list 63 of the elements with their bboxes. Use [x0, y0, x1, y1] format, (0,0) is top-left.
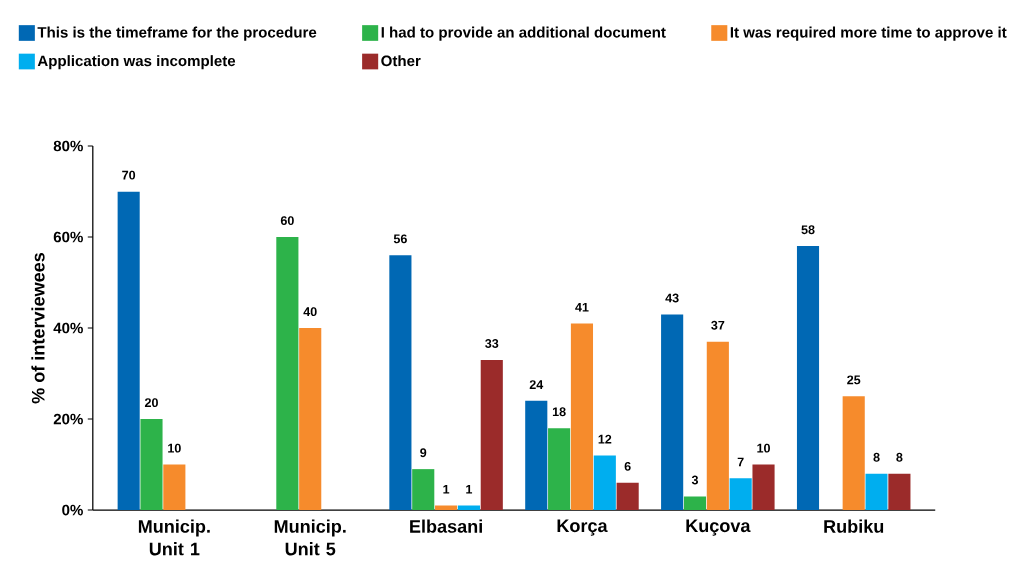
bar: [276, 237, 299, 511]
data-label: 33: [485, 339, 499, 349]
data-label: 12: [598, 434, 612, 444]
data-label: 8: [896, 452, 903, 462]
data-label: 10: [168, 443, 181, 453]
bar: [729, 478, 752, 511]
data-label: 25: [847, 375, 861, 385]
y-tick-label: 20%: [53, 413, 83, 425]
bar: [661, 314, 684, 511]
y-axis-title: % of interviewees: [31, 253, 45, 404]
data-label: 7: [737, 457, 744, 467]
data-label: 20: [144, 398, 158, 408]
legend-label: Application was incomplete: [37, 55, 236, 70]
bar: [117, 191, 140, 511]
x-tick-label: Korça: [557, 519, 608, 536]
bar: [140, 419, 163, 511]
data-label: 1: [466, 485, 473, 494]
data-label: 3: [691, 475, 699, 485]
bar: [616, 482, 639, 511]
bar: [796, 246, 820, 511]
bar: [570, 323, 594, 511]
bar: [299, 328, 322, 511]
bar: [865, 473, 888, 511]
data-label: 43: [665, 293, 679, 303]
bar: [525, 400, 548, 511]
data-label: 41: [575, 302, 589, 312]
data-label: 10: [757, 443, 770, 453]
legend-label: It was required more time to approve it: [730, 26, 1007, 41]
bar: [752, 464, 775, 511]
data-label: 70: [122, 170, 136, 180]
data-label: 58: [801, 225, 815, 235]
x-tick-label: Municip. Unit 5: [274, 519, 346, 556]
x-tick-label: Kuçova: [686, 519, 751, 536]
data-label: 40: [303, 307, 317, 317]
data-label: 56: [393, 234, 407, 244]
bar: [412, 469, 435, 511]
x-tick-label: Elbasani: [410, 519, 482, 533]
bar: [593, 455, 616, 511]
y-tick-label: 40%: [53, 322, 83, 334]
bar: [163, 464, 186, 511]
data-label: 37: [711, 320, 725, 330]
data-label: 8: [873, 452, 880, 462]
bar: [842, 396, 865, 511]
y-tick-label: 60%: [53, 231, 83, 243]
data-label: 9: [420, 448, 427, 458]
data-label: 60: [280, 216, 294, 226]
legend-label: This is the timeframe for the procedure: [37, 26, 317, 41]
y-tick-label: 80%: [53, 140, 83, 152]
bar: [480, 359, 503, 511]
bar: [683, 496, 707, 511]
data-label: 1: [443, 485, 450, 494]
legend-label: Other: [381, 55, 421, 67]
data-label: 18: [552, 407, 566, 417]
bar: [706, 341, 729, 511]
x-tick-label: Municip. Unit 1: [138, 519, 210, 556]
y-tick-label: 0%: [62, 504, 83, 516]
data-label: 24: [529, 380, 544, 389]
bar: [389, 255, 412, 511]
x-tick-label: Rubiku: [824, 519, 884, 533]
bar: [548, 428, 571, 511]
legend-label: I had to provide an additional document: [381, 26, 666, 41]
data-label: 6: [624, 462, 631, 471]
bar: [888, 473, 911, 511]
